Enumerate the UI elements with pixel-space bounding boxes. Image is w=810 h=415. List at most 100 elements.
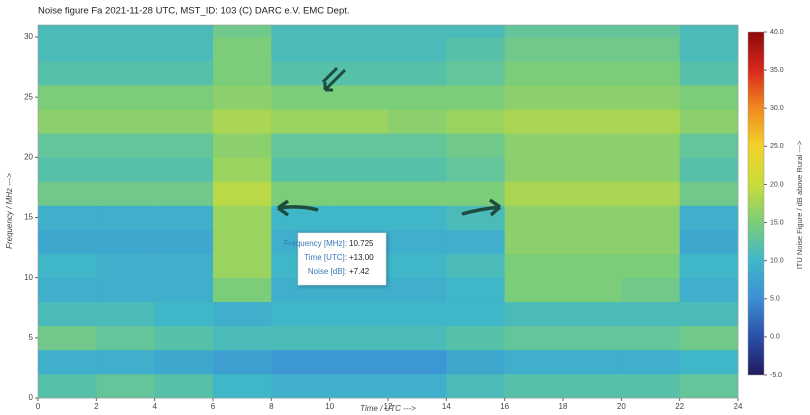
heat-cell xyxy=(446,301,505,327)
heat-cell xyxy=(329,181,389,206)
colorbar-tick-label: 30.0 xyxy=(770,105,784,112)
heat-cell xyxy=(621,85,680,110)
heat-cell xyxy=(621,181,680,206)
heat-cell xyxy=(38,181,97,206)
heat-cell xyxy=(563,25,622,38)
heat-cell xyxy=(388,25,447,38)
colorbar-tick-label: 15.0 xyxy=(770,219,784,226)
heat-cell xyxy=(213,349,272,375)
heat-cell xyxy=(679,61,739,86)
x-tick-label: 2 xyxy=(94,402,99,411)
heat-cell xyxy=(271,61,330,86)
heat-cell xyxy=(679,85,739,110)
heat-cell xyxy=(504,205,564,230)
x-tick-label: 24 xyxy=(734,402,743,411)
heat-cell xyxy=(213,109,272,134)
heat-cell xyxy=(563,349,622,375)
y-tick-label: 30 xyxy=(24,32,33,41)
heat-cell xyxy=(96,253,155,278)
heat-cell xyxy=(329,205,389,230)
heat-cell xyxy=(38,325,97,351)
heat-cell xyxy=(621,349,680,375)
heat-cell xyxy=(621,253,680,278)
heat-cell xyxy=(679,277,739,303)
heat-cell xyxy=(446,277,505,303)
heat-cell xyxy=(154,301,214,327)
heat-cell xyxy=(213,157,272,182)
heat-cell xyxy=(504,61,564,86)
heat-cell xyxy=(446,349,505,375)
heat-cell xyxy=(96,37,155,62)
heat-cell xyxy=(271,181,330,206)
arrow xyxy=(321,66,347,92)
heat-cell xyxy=(679,373,739,399)
heat-cell xyxy=(446,253,505,278)
heat-cell xyxy=(388,109,447,134)
tooltip-value: 10.725 xyxy=(349,239,374,248)
heat-cell xyxy=(621,373,680,399)
y-tick-label: 25 xyxy=(24,92,33,101)
tooltip-value: +7.42 xyxy=(349,267,370,276)
colorbar-tick-label: 20.0 xyxy=(770,181,784,188)
x-tick-label: 18 xyxy=(559,402,568,411)
heat-cell xyxy=(446,109,505,134)
heat-cell xyxy=(271,373,330,399)
x-axis-label: Time / UTC ---> xyxy=(360,404,416,413)
heat-cell xyxy=(329,85,389,110)
heat-cell xyxy=(504,25,564,38)
tooltip-value: +13.00 xyxy=(349,253,374,262)
heat-cell xyxy=(679,205,739,230)
heat-cell xyxy=(446,373,505,399)
chart-title: Noise figure Fa 2021-11-28 UTC, MST_ID: … xyxy=(38,6,350,17)
heat-cell xyxy=(621,133,680,158)
heat-cell xyxy=(271,349,330,375)
heat-cell xyxy=(329,157,389,182)
heat-cell xyxy=(504,301,564,327)
colorbar-tick-label: 40.0 xyxy=(770,29,784,36)
arrow xyxy=(276,199,319,217)
heat-cell xyxy=(271,301,330,327)
arrow xyxy=(461,198,502,217)
heat-cell xyxy=(38,85,97,110)
heat-cell xyxy=(213,37,272,62)
heat-cell xyxy=(504,373,564,399)
heat-cell xyxy=(504,325,564,351)
x-tick-label: 16 xyxy=(500,402,509,411)
heat-cell xyxy=(213,325,272,351)
heat-cell xyxy=(504,109,564,134)
heat-cell xyxy=(154,277,214,303)
heat-cell xyxy=(446,61,505,86)
heat-cell xyxy=(213,85,272,110)
heat-cell xyxy=(154,133,214,158)
heat-cell xyxy=(38,301,97,327)
heat-cell xyxy=(446,85,505,110)
heat-cell xyxy=(388,157,447,182)
x-tick-label: 22 xyxy=(675,402,684,411)
heat-cell xyxy=(38,373,97,399)
heat-cell xyxy=(504,157,564,182)
heat-cell xyxy=(563,181,622,206)
heat-cell xyxy=(563,133,622,158)
heat-cell xyxy=(329,325,389,351)
heat-cell xyxy=(388,373,447,399)
heat-cell xyxy=(213,133,272,158)
heat-cell xyxy=(679,253,739,278)
heat-cell xyxy=(329,37,389,62)
heat-cell xyxy=(329,133,389,158)
heat-cell xyxy=(38,61,97,86)
heat-cell xyxy=(271,85,330,110)
heat-cell xyxy=(388,253,447,278)
tooltip-label: Time [UTC]: xyxy=(304,253,347,262)
heat-cell xyxy=(621,37,680,62)
x-tick-label: 6 xyxy=(211,402,216,411)
heat-cell xyxy=(388,181,447,206)
heatmap xyxy=(38,25,739,399)
heat-cell xyxy=(679,157,739,182)
heat-cell xyxy=(213,277,272,303)
heat-cell xyxy=(329,109,389,134)
heat-cell xyxy=(96,109,155,134)
heat-cell xyxy=(271,325,330,351)
heat-cell xyxy=(446,37,505,62)
